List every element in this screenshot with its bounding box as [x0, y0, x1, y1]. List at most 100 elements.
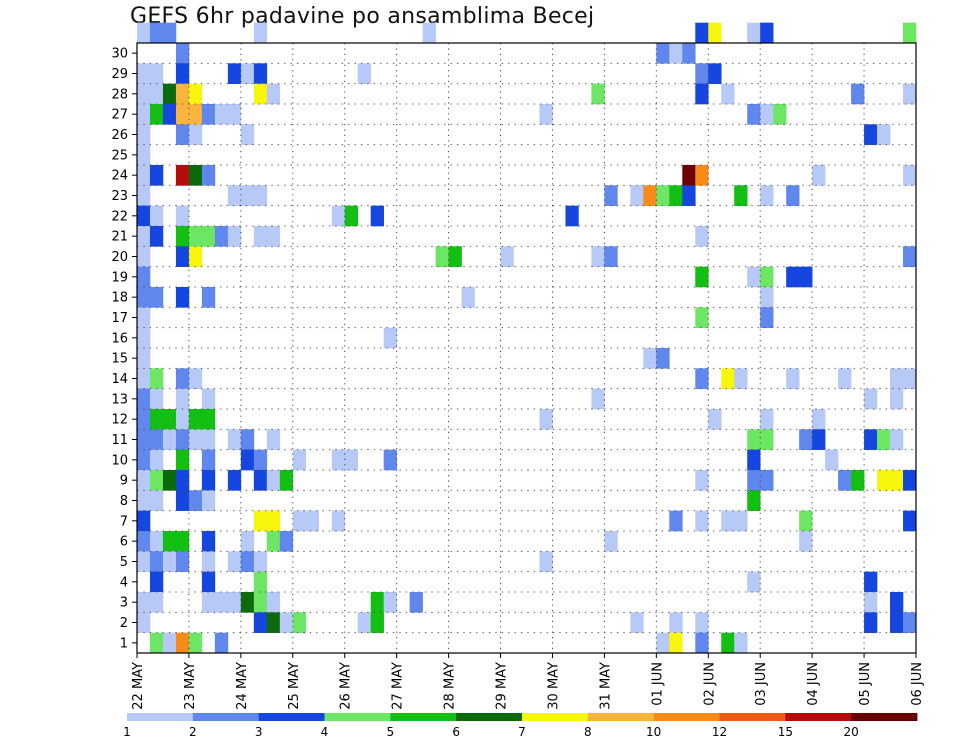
y-tick-label: 15 [111, 352, 128, 367]
heatmap-cell [137, 307, 151, 328]
heatmap-cell [175, 43, 190, 64]
heatmap-cell [201, 409, 216, 430]
heatmap-cell [266, 531, 281, 552]
x-axis: 22 MAY 23 MAY 24 MAY 25 MAY 26 MAY 27 MAY 28 M… [131, 653, 925, 710]
heatmap-cell [149, 205, 164, 227]
heatmap-cell [137, 144, 151, 166]
heatmap-cell [695, 470, 709, 491]
heatmap-cell [227, 592, 242, 613]
heatmap-cell [266, 429, 281, 450]
heatmap-cell [838, 368, 852, 389]
heatmap-cell [137, 22, 151, 44]
heatmap-cell [240, 124, 255, 145]
heatmap-cell [227, 104, 242, 125]
heatmap-cell [188, 226, 203, 247]
heatmap-cell [721, 632, 735, 654]
heatmap-cell [149, 429, 164, 450]
heatmap-cell [175, 632, 190, 654]
colorbar-label: 1 [123, 725, 131, 739]
colorbar-label: 12 [712, 725, 727, 739]
heatmap-cell [175, 470, 190, 491]
x-tick-label: 29 MAY [495, 662, 510, 710]
heatmap-cell [162, 429, 177, 450]
heatmap-cell [500, 246, 514, 267]
heatmap-cell [137, 429, 151, 450]
colorbar-segment [851, 713, 918, 721]
colorbar-segment [390, 713, 457, 721]
heatmap-cell [344, 449, 359, 471]
heatmap-cell [201, 104, 216, 125]
heatmap-cell [734, 510, 748, 532]
heatmap-cell [149, 226, 164, 247]
heatmap-cell [214, 632, 229, 654]
heatmap-cell [266, 592, 281, 613]
x-tick-label: 23 MAY [183, 662, 198, 710]
heatmap-cell [175, 409, 190, 430]
x-tick-label: 22 MAY [131, 662, 146, 710]
heatmap-cell [227, 470, 242, 491]
y-tick-label: 24 [111, 169, 128, 184]
heatmap-cell [175, 63, 190, 84]
colorbar-segment [258, 713, 325, 721]
heatmap-cell [604, 531, 618, 552]
heatmap-cell [370, 592, 384, 613]
heatmap-cell [786, 266, 800, 288]
heatmap-cell [799, 429, 813, 450]
heatmap-cell [890, 470, 904, 491]
heatmap-cell [137, 592, 151, 613]
x-tick-label: 24 MAY [235, 662, 250, 710]
heatmap-cell [266, 83, 281, 105]
heatmap-cell [175, 388, 190, 410]
y-tick-label: 22 [111, 209, 128, 224]
heatmap-cell [604, 185, 618, 206]
heatmap-cell [630, 185, 644, 206]
heatmap-cell [890, 368, 904, 389]
heatmap-cell [175, 531, 190, 552]
colorbar-label: 8 [584, 725, 592, 739]
heatmap-cell [708, 22, 722, 44]
heatmap-cell [227, 63, 242, 84]
heatmap-cell [799, 510, 813, 532]
colorbar-segment [653, 713, 720, 721]
heatmap-cell [214, 104, 229, 125]
heatmap-cell [137, 327, 151, 349]
colorbar-label: 5 [387, 725, 395, 739]
x-tick-label: 02 JUN [702, 662, 717, 706]
heatmap-cell [227, 551, 242, 572]
y-tick-label: 13 [111, 392, 128, 407]
heatmap-cell [695, 22, 709, 44]
y-tick-label: 5 [120, 555, 128, 570]
chart-title: GEFS 6hr padavine po ansamblima Becej [130, 4, 595, 29]
heatmap-cell [370, 612, 384, 633]
heatmap-cell [695, 510, 709, 532]
y-tick-label: 18 [111, 291, 128, 306]
heatmap-cell [357, 612, 371, 633]
y-axis: 1234567891011121314151617181920212223242… [111, 47, 137, 651]
heatmap-cell [539, 104, 553, 125]
heatmap-cell [539, 551, 553, 572]
y-tick-label: 17 [111, 311, 128, 326]
x-tick-label: 25 MAY [287, 662, 302, 710]
heatmap-cell [201, 470, 216, 491]
y-tick-label: 28 [111, 87, 128, 102]
heatmap-cell [344, 205, 359, 227]
heatmap-cell [137, 551, 151, 572]
heatmap-cell [903, 612, 917, 633]
heatmap-cell [903, 510, 917, 532]
heatmap-cell [448, 246, 462, 267]
heatmap-cell [137, 470, 151, 491]
heatmap-cell [461, 287, 475, 308]
heatmap-cell [721, 83, 735, 105]
heatmap-cell [747, 490, 761, 511]
plot-frame [136, 42, 917, 654]
heatmap-cell [864, 429, 878, 450]
heatmap-cell [137, 409, 151, 430]
heatmap-cell [695, 307, 709, 328]
y-tick-label: 3 [120, 596, 128, 611]
heatmap-cell [137, 449, 151, 471]
heatmap-cell [162, 470, 177, 491]
heatmap-cell [643, 348, 657, 369]
heatmap-cell [851, 83, 865, 105]
heatmap-cell [162, 632, 177, 654]
heatmap-cell [383, 327, 397, 349]
